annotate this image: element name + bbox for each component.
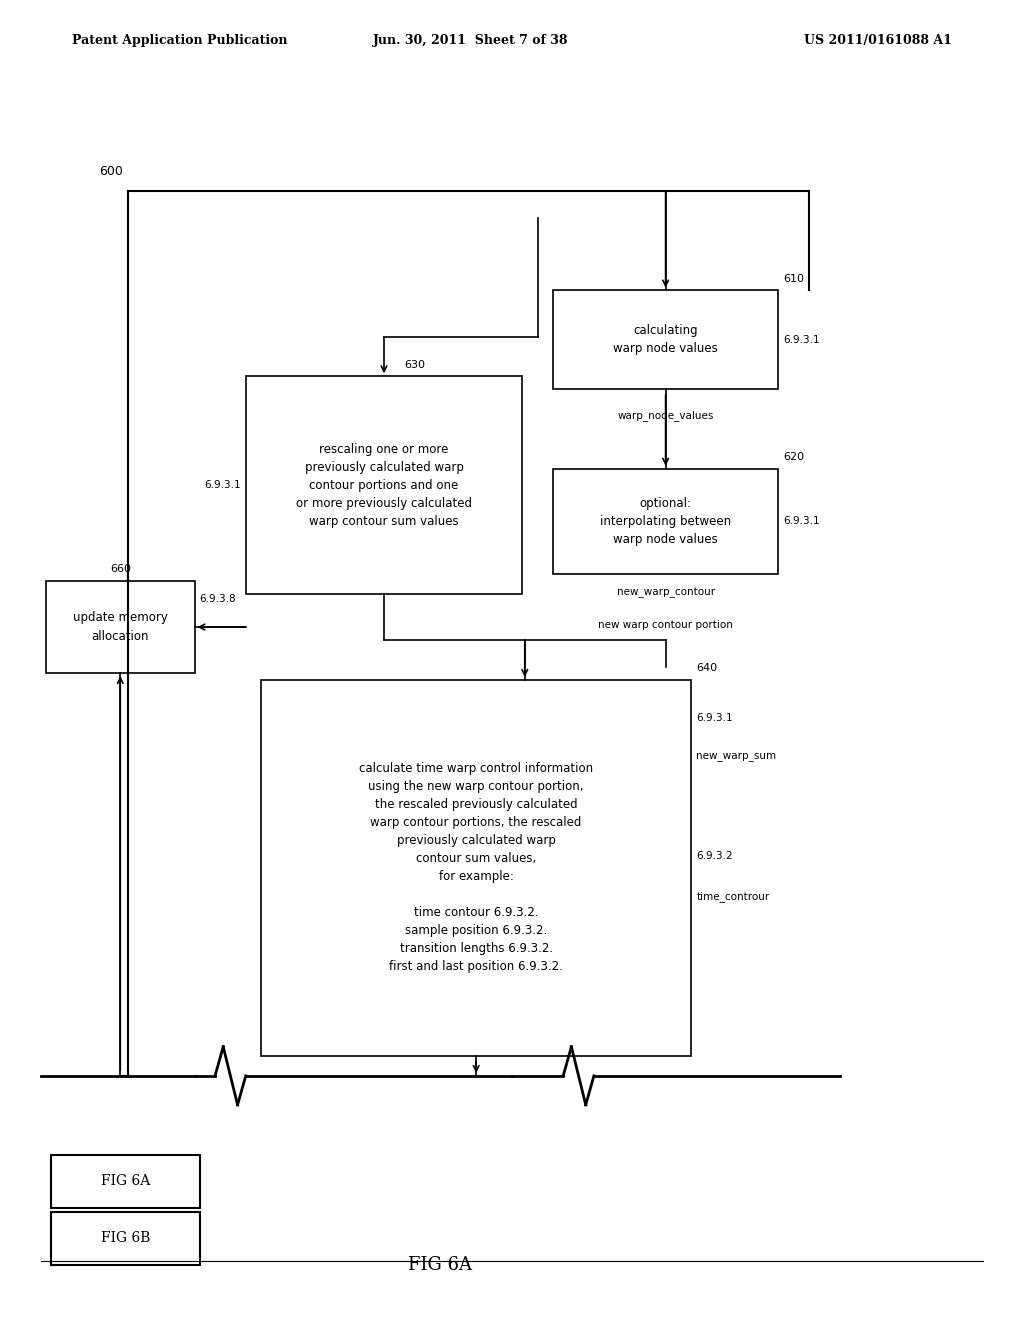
Text: 620: 620 — [783, 451, 805, 462]
FancyBboxPatch shape — [553, 290, 778, 389]
Text: 600: 600 — [99, 165, 123, 178]
Text: FIG 6B: FIG 6B — [100, 1232, 151, 1245]
Text: calculating
warp node values: calculating warp node values — [613, 325, 718, 355]
Text: warp_node_values: warp_node_values — [617, 411, 714, 421]
Text: 640: 640 — [696, 663, 718, 673]
Text: 6.9.3.2: 6.9.3.2 — [696, 851, 733, 862]
Text: FIG 6A: FIG 6A — [409, 1255, 472, 1274]
Text: 6.9.3.1: 6.9.3.1 — [783, 516, 820, 527]
Text: 6.9.3.1: 6.9.3.1 — [783, 335, 820, 345]
FancyBboxPatch shape — [51, 1155, 200, 1208]
Text: FIG 6A: FIG 6A — [100, 1175, 151, 1188]
Text: optional:
interpolating between
warp node values: optional: interpolating between warp nod… — [600, 496, 731, 546]
Text: Patent Application Publication: Patent Application Publication — [72, 34, 287, 48]
Text: update memory
allocation: update memory allocation — [73, 611, 168, 643]
FancyBboxPatch shape — [553, 469, 778, 574]
Text: US 2011/0161088 A1: US 2011/0161088 A1 — [805, 34, 952, 48]
Text: calculate time warp control information
using the new warp contour portion,
the : calculate time warp control information … — [359, 763, 593, 973]
FancyBboxPatch shape — [46, 581, 195, 673]
FancyBboxPatch shape — [51, 1212, 200, 1265]
Text: 6.9.3.1: 6.9.3.1 — [696, 713, 733, 723]
Text: 660: 660 — [111, 564, 131, 574]
Text: 630: 630 — [404, 359, 426, 370]
Text: 6.9.3.1: 6.9.3.1 — [204, 480, 241, 490]
Text: 6.9.3.8: 6.9.3.8 — [200, 594, 237, 605]
Text: 610: 610 — [783, 273, 805, 284]
Text: new warp contour portion: new warp contour portion — [598, 620, 733, 631]
FancyBboxPatch shape — [246, 376, 522, 594]
Text: time_controur: time_controur — [696, 891, 770, 902]
Text: rescaling one or more
previously calculated warp
contour portions and one
or mor: rescaling one or more previously calcula… — [296, 442, 472, 528]
Text: new_warp_sum: new_warp_sum — [696, 752, 776, 763]
FancyBboxPatch shape — [261, 680, 691, 1056]
Text: Jun. 30, 2011  Sheet 7 of 38: Jun. 30, 2011 Sheet 7 of 38 — [374, 34, 568, 48]
Text: new_warp_contour: new_warp_contour — [616, 587, 715, 598]
